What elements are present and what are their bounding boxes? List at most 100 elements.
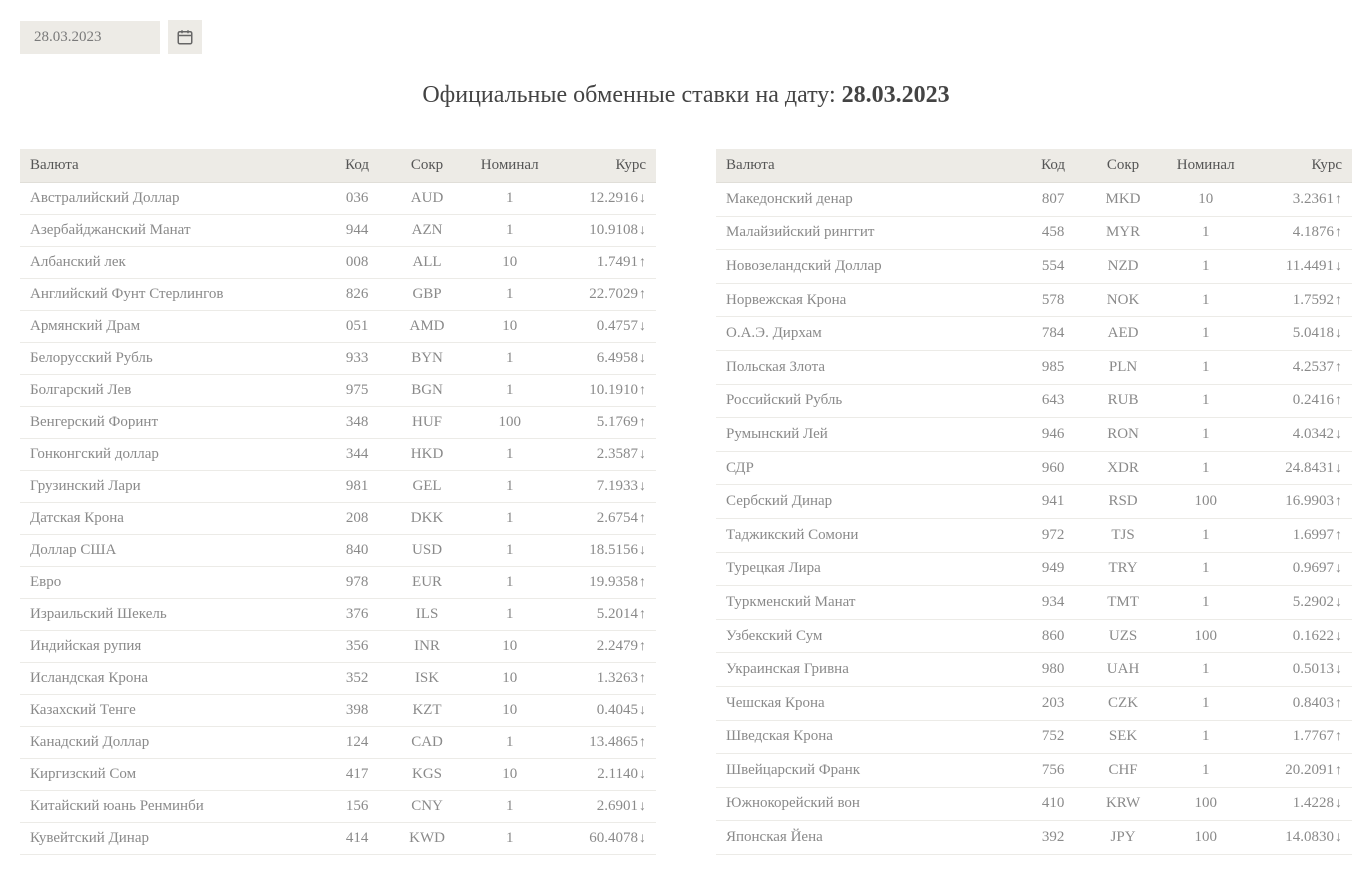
cell-abbr: USD	[389, 535, 465, 567]
arrow-down-icon: ↓	[639, 191, 646, 206]
table-row: Малайзийский ринггит458MYR14.1876↑	[716, 216, 1352, 250]
cell-currency-name: Польская Злота	[716, 350, 1021, 384]
date-input[interactable]	[20, 21, 160, 54]
cell-rate: 1.3263↑	[554, 663, 656, 695]
arrow-down-icon: ↓	[1335, 830, 1342, 845]
arrow-down-icon: ↓	[1335, 461, 1342, 476]
arrow-up-icon: ↑	[639, 383, 646, 398]
cell-currency-name: Канадский Доллар	[20, 727, 325, 759]
cell-rate: 4.0342↓	[1250, 418, 1352, 452]
table-row: Украинская Гривна980UAH10.5013↓	[716, 653, 1352, 687]
cell-nominal: 1	[465, 183, 554, 215]
cell-code: 008	[325, 247, 389, 279]
cell-currency-name: Датская Крона	[20, 503, 325, 535]
cell-rate: 0.2416↑	[1250, 384, 1352, 418]
cell-nominal: 10	[465, 247, 554, 279]
arrow-down-icon: ↓	[1335, 662, 1342, 677]
cell-nominal: 10	[465, 663, 554, 695]
table-row: СДР960XDR124.8431↓	[716, 451, 1352, 485]
cell-rate: 24.8431↓	[1250, 451, 1352, 485]
arrow-down-icon: ↓	[639, 831, 646, 846]
cell-currency-name: Армянский Драм	[20, 311, 325, 343]
cell-nominal: 1	[1161, 653, 1250, 687]
arrow-down-icon: ↓	[1335, 326, 1342, 341]
table-row: Польская Злота985PLN14.2537↑	[716, 350, 1352, 384]
cell-code: 414	[325, 823, 389, 855]
cell-abbr: CHF	[1085, 754, 1161, 788]
cell-abbr: PLN	[1085, 350, 1161, 384]
cell-abbr: JPY	[1085, 821, 1161, 855]
cell-code: 344	[325, 439, 389, 471]
cell-nominal: 100	[1161, 485, 1250, 519]
table-row: Албанский лек008ALL101.7491↑	[20, 247, 656, 279]
table-row: Шведская Крона752SEK11.7767↑	[716, 720, 1352, 754]
cell-abbr: RUB	[1085, 384, 1161, 418]
cell-rate: 60.4078↓	[554, 823, 656, 855]
calendar-button[interactable]	[168, 20, 202, 54]
cell-code: 934	[1021, 586, 1085, 620]
cell-abbr: MYR	[1085, 216, 1161, 250]
cell-currency-name: Евро	[20, 567, 325, 599]
cell-nominal: 1	[465, 503, 554, 535]
cell-code: 944	[325, 215, 389, 247]
table-row: Доллар США840USD118.5156↓	[20, 535, 656, 567]
cell-abbr: BYN	[389, 343, 465, 375]
cell-abbr: AED	[1085, 317, 1161, 351]
arrow-up-icon: ↑	[639, 255, 646, 270]
cell-code: 417	[325, 759, 389, 791]
cell-currency-name: Российский Рубль	[716, 384, 1021, 418]
cell-nominal: 1	[1161, 283, 1250, 317]
cell-code: 392	[1021, 821, 1085, 855]
cell-code: 124	[325, 727, 389, 759]
table-header-row: Валюта Код Сокр Номинал Курс	[716, 149, 1352, 183]
cell-rate: 11.4491↓	[1250, 250, 1352, 284]
cell-abbr: KZT	[389, 695, 465, 727]
cell-nominal: 1	[465, 535, 554, 567]
cell-rate: 14.0830↓	[1250, 821, 1352, 855]
cell-abbr: EUR	[389, 567, 465, 599]
cell-nominal: 1	[1161, 216, 1250, 250]
cell-code: 807	[1021, 183, 1085, 217]
table-row: Турецкая Лира949TRY10.9697↓	[716, 552, 1352, 586]
cell-nominal: 1	[1161, 384, 1250, 418]
cell-nominal: 1	[1161, 250, 1250, 284]
cell-code: 203	[1021, 686, 1085, 720]
table-row: Евро978EUR119.9358↑	[20, 567, 656, 599]
cell-currency-name: Малайзийский ринггит	[716, 216, 1021, 250]
cell-abbr: BGN	[389, 375, 465, 407]
cell-rate: 5.1769↑	[554, 407, 656, 439]
cell-nominal: 1	[465, 727, 554, 759]
cell-nominal: 10	[465, 311, 554, 343]
col-header-nominal: Номинал	[1161, 149, 1250, 183]
cell-currency-name: Гонконгский доллар	[20, 439, 325, 471]
arrow-up-icon: ↑	[639, 575, 646, 590]
table-row: Сербский Динар941RSD10016.9903↑	[716, 485, 1352, 519]
arrow-down-icon: ↓	[639, 703, 646, 718]
table-row: Канадский Доллар124CAD113.4865↑	[20, 727, 656, 759]
cell-code: 208	[325, 503, 389, 535]
table-row: Норвежская Крона578NOK11.7592↑	[716, 283, 1352, 317]
cell-code: 356	[325, 631, 389, 663]
cell-currency-name: Чешская Крона	[716, 686, 1021, 720]
cell-abbr: TMT	[1085, 586, 1161, 620]
cell-nominal: 1	[1161, 686, 1250, 720]
cell-rate: 4.2537↑	[1250, 350, 1352, 384]
cell-nominal: 10	[465, 759, 554, 791]
cell-abbr: NOK	[1085, 283, 1161, 317]
arrow-up-icon: ↑	[639, 415, 646, 430]
table-row: Румынский Лей946RON14.0342↓	[716, 418, 1352, 452]
cell-nominal: 1	[465, 343, 554, 375]
cell-nominal: 1	[465, 279, 554, 311]
cell-abbr: KWD	[389, 823, 465, 855]
cell-nominal: 100	[1161, 619, 1250, 653]
arrow-down-icon: ↓	[1335, 427, 1342, 442]
cell-rate: 19.9358↑	[554, 567, 656, 599]
cell-currency-name: Румынский Лей	[716, 418, 1021, 452]
arrow-up-icon: ↑	[639, 607, 646, 622]
table-row: Японская Йена392JPY10014.0830↓	[716, 821, 1352, 855]
table-row: Македонский денар807MKD103.2361↑	[716, 183, 1352, 217]
cell-currency-name: Норвежская Крона	[716, 283, 1021, 317]
cell-currency-name: Венгерский Форинт	[20, 407, 325, 439]
cell-currency-name: Болгарский Лев	[20, 375, 325, 407]
title-date: 28.03.2023	[842, 82, 950, 108]
